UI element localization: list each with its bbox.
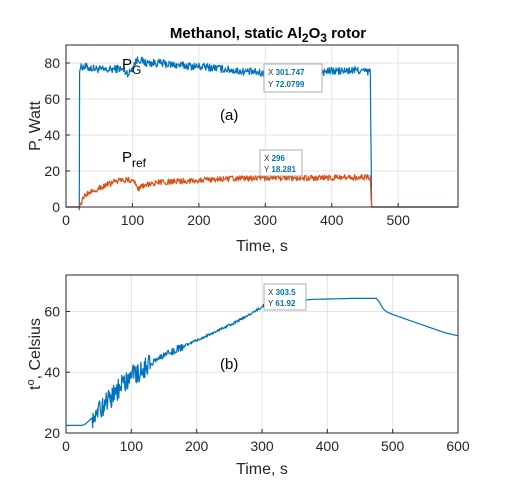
top-x-tick-label: 500 xyxy=(387,212,411,228)
bottom-tick-labels: 0 100 200 300 400 500 600 20 40 60 xyxy=(44,303,469,454)
top-x-tick-label: 100 xyxy=(121,212,145,228)
panel-label-a: (a) xyxy=(220,107,238,124)
bottom-x-tick-label: 500 xyxy=(381,438,405,454)
top-series-group xyxy=(65,56,459,211)
top-x-tick-label: 200 xyxy=(187,212,211,228)
series-label-pg: PG xyxy=(122,56,141,77)
series-label-pref: Pref xyxy=(122,149,147,170)
temperature-plot-panel: 0 100 200 300 400 500 600 20 40 60 Time, s to, Ce… xyxy=(25,274,470,478)
chart-title: Methanol, static Al2O3 rotor xyxy=(170,25,366,45)
bottom-x-tick-label: 0 xyxy=(62,438,70,454)
datatip-temperature-box xyxy=(263,283,307,311)
top-x-tick-label: 400 xyxy=(320,212,344,228)
bottom-x-tick-label: 600 xyxy=(446,438,470,454)
top-x-axis-label: Time, s xyxy=(236,238,288,255)
bottom-y-tick-label: 20 xyxy=(44,425,60,441)
datatip-pg-box xyxy=(263,63,323,93)
top-x-tick-label: 0 xyxy=(62,212,70,228)
panel-label-b: (b) xyxy=(220,356,238,373)
bottom-y-axis-label: to, Celsius xyxy=(25,318,44,390)
bottom-x-axis-label: Time, s xyxy=(236,461,288,478)
datatip-pref-box xyxy=(259,149,303,177)
bottom-y-tick-label: 40 xyxy=(44,364,60,380)
top-tick-labels: 0 100 200 300 400 500 0 20 40 60 80 xyxy=(44,55,410,228)
top-y-tick-label: 20 xyxy=(44,163,60,179)
bottom-x-tick-label: 400 xyxy=(316,438,340,454)
series-line-p-ref[interactable] xyxy=(65,173,459,211)
top-y-tick-label: 40 xyxy=(44,127,60,143)
bottom-x-tick-label: 100 xyxy=(120,438,144,454)
top-y-tick-label: 60 xyxy=(44,91,60,107)
bottom-grid xyxy=(65,275,459,434)
datatip-temperature[interactable]: X 303.5 Y 61.92 xyxy=(263,283,307,311)
datatip-temperature-y: Y 61.92 xyxy=(268,299,296,308)
top-x-tick-label: 300 xyxy=(254,212,278,228)
top-y-tick-label: 0 xyxy=(52,199,60,215)
power-plot-panel: 0 100 200 300 400 500 0 20 40 60 80 Time, s P, Wat… xyxy=(27,44,459,255)
datatip-pg[interactable]: X 301.747 Y 72.0799 xyxy=(263,63,323,93)
top-y-axis-label: P, Watt xyxy=(27,101,44,151)
datatip-pg-y: Y 72.0799 xyxy=(268,80,305,89)
bottom-x-tick-label: 200 xyxy=(185,438,209,454)
bottom-x-tick-label: 300 xyxy=(250,438,274,454)
datatip-pref-x: X 296 xyxy=(264,154,285,163)
datatip-pref-y: Y 18.281 xyxy=(264,165,296,174)
top-y-tick-label: 80 xyxy=(44,55,60,71)
datatip-pref[interactable]: X 296 Y 18.281 xyxy=(259,149,303,177)
series-line-p-g[interactable] xyxy=(65,56,459,208)
bottom-y-tick-label: 60 xyxy=(44,303,60,319)
top-axes-box xyxy=(65,44,459,208)
datatip-pg-x: X 301.747 xyxy=(268,68,305,77)
datatip-temperature-x: X 303.5 xyxy=(268,288,296,297)
series-line-temperature[interactable] xyxy=(65,297,459,429)
